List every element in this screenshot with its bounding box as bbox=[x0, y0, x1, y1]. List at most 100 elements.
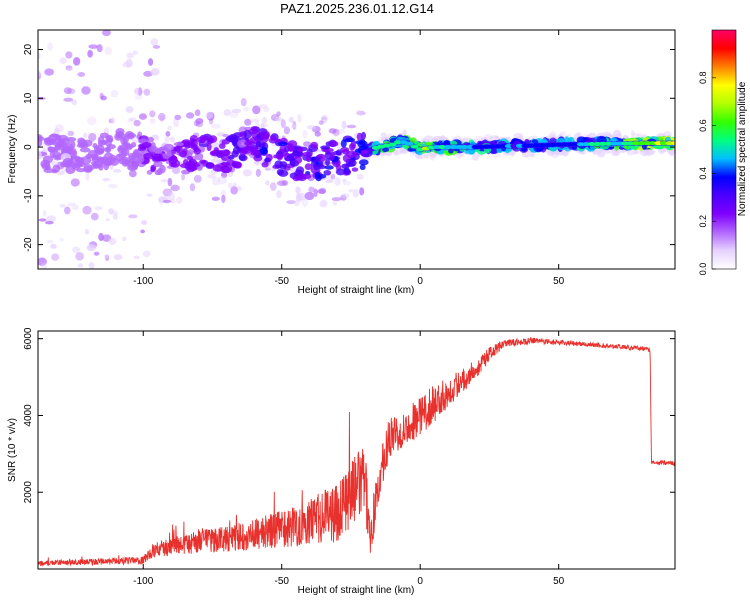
spectrogram-cell bbox=[150, 38, 159, 46]
spectrogram-cell bbox=[342, 180, 352, 186]
spectrogram-cell bbox=[393, 149, 399, 156]
snr-y-label: SNR (10 * v/v) bbox=[7, 418, 18, 482]
spectrogram-cell bbox=[193, 147, 201, 155]
spectrogram-cell bbox=[67, 130, 75, 137]
spectrogram-cell bbox=[162, 199, 172, 203]
colorbar-frame bbox=[711, 29, 737, 270]
spectrogram-cell bbox=[220, 171, 228, 179]
snr-x-tick-label: -50 bbox=[274, 576, 289, 587]
spectrogram-cell bbox=[57, 138, 64, 146]
spectrogram-cell bbox=[255, 168, 261, 177]
colorbar-tick-label: 0.6 bbox=[698, 119, 708, 132]
spectrogram-cell bbox=[54, 124, 64, 133]
spectrogram-cell bbox=[63, 87, 72, 95]
spectrogram-y-tick-label: 20 bbox=[23, 44, 34, 56]
spectrogram-cell bbox=[295, 166, 305, 175]
spectrogram-cell bbox=[87, 49, 93, 58]
spectrogram-cell bbox=[57, 134, 68, 141]
spectrogram-cell bbox=[133, 255, 140, 260]
spectrogram-cell bbox=[146, 193, 153, 197]
spectrogram-cell bbox=[147, 58, 154, 66]
spectrogram-cell bbox=[152, 44, 161, 49]
spectrogram-cell bbox=[303, 141, 312, 147]
spectrogram-cell bbox=[310, 141, 319, 149]
spectrogram-cell bbox=[329, 151, 335, 161]
spectrogram-cell bbox=[230, 186, 238, 195]
spectrogram-cell bbox=[94, 206, 103, 211]
snr-x-tick-label: -100 bbox=[133, 576, 153, 587]
spectrogram-cell bbox=[276, 111, 281, 117]
spectrogram-cell bbox=[82, 205, 92, 215]
spectrogram-cell bbox=[328, 140, 339, 147]
spectrogram-cell bbox=[316, 189, 326, 194]
spectrogram-cell bbox=[472, 152, 480, 161]
spectrogram-ridge-cell bbox=[659, 141, 668, 146]
spectrogram-cell bbox=[209, 150, 217, 156]
snr-y-ticks: 2000 4000 6000 bbox=[23, 327, 675, 503]
spectrogram-cell bbox=[88, 132, 97, 142]
spectrogram-ridge-cell bbox=[466, 145, 475, 150]
spectrogram-cell bbox=[73, 56, 81, 66]
spectrogram-cell bbox=[181, 173, 186, 181]
spectrogram-cell bbox=[169, 136, 175, 143]
spectrogram-cell bbox=[185, 161, 193, 166]
spectrogram-cell bbox=[47, 146, 53, 151]
spectrogram-cell bbox=[352, 188, 360, 198]
spectrogram-ridge-cell bbox=[410, 144, 419, 149]
spectrogram-cell bbox=[297, 114, 302, 123]
spectrogram-cell bbox=[242, 169, 253, 177]
spectrogram-cell bbox=[280, 119, 286, 129]
spectrogram-cell bbox=[134, 87, 140, 94]
spectrogram-cell bbox=[143, 152, 154, 160]
spectrogram-cell bbox=[107, 183, 118, 189]
spectrogram-cell bbox=[248, 146, 257, 151]
spectrogram-ridge-cell bbox=[394, 140, 403, 145]
spectrogram-cell bbox=[459, 153, 464, 158]
spectrogram-cell bbox=[244, 141, 253, 146]
spectrogram-cell bbox=[128, 214, 138, 219]
spectrogram-y-tick-label: -20 bbox=[23, 237, 34, 252]
spectrogram-ridge-cell bbox=[388, 142, 397, 147]
spectrogram-cell bbox=[626, 150, 635, 156]
snr-series-line bbox=[38, 336, 675, 567]
spectrogram-cell bbox=[220, 154, 231, 161]
spectrogram-cell bbox=[38, 138, 43, 147]
spectrogram-cell bbox=[38, 150, 42, 160]
snr-y-tick-label: 6000 bbox=[23, 327, 34, 350]
spectrogram-cell bbox=[94, 148, 105, 155]
spectrogram-cell bbox=[46, 239, 54, 244]
spectrogram-cell bbox=[77, 263, 84, 268]
spectrogram-cell bbox=[416, 150, 423, 156]
spectrogram-cell bbox=[72, 150, 78, 156]
spectrogram-ridge-cell bbox=[665, 141, 674, 146]
spectrogram-ridge-cell bbox=[432, 145, 441, 150]
spectrogram-x-tick-label: 50 bbox=[553, 276, 565, 287]
spectrogram-cell bbox=[286, 153, 295, 159]
spectrogram-cell bbox=[259, 146, 268, 155]
spectrogram-cell bbox=[301, 198, 309, 208]
spectrogram-cell bbox=[340, 139, 347, 148]
spectrogram-cell bbox=[113, 168, 122, 173]
spectrogram-cell bbox=[358, 159, 369, 166]
spectrogram-cell bbox=[645, 150, 654, 155]
spectrogram-cell bbox=[70, 178, 80, 187]
spectrogram-cell bbox=[217, 176, 228, 185]
spectrogram-cell bbox=[189, 183, 196, 192]
spectrogram-cell bbox=[167, 125, 173, 131]
spectrogram-cell bbox=[112, 213, 119, 220]
spectrogram-cell bbox=[38, 218, 47, 222]
spectrogram-cell bbox=[142, 250, 151, 257]
spectrogram-cell bbox=[173, 118, 180, 128]
spectrogram-x-tick-label: -100 bbox=[133, 276, 153, 287]
spectrogram-cell bbox=[46, 215, 56, 222]
spectrogram-cell bbox=[320, 145, 331, 150]
spectrogram-ridge-cell bbox=[460, 145, 469, 150]
snr-x-ticks: -100 -50 0 50 bbox=[133, 331, 565, 587]
spectrogram-cell bbox=[274, 116, 284, 122]
spectrogram-cell bbox=[63, 97, 74, 102]
spectrogram-ridge-cell bbox=[449, 145, 458, 150]
spectrogram-cell bbox=[115, 130, 124, 137]
spectrogram-cell bbox=[211, 123, 221, 129]
spectrogram-cell bbox=[147, 136, 154, 143]
